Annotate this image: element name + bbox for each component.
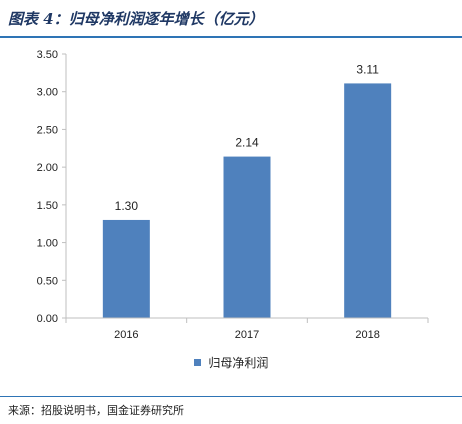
y-tick-label: 1.00	[37, 238, 58, 250]
legend-label: 归母净利润	[208, 356, 269, 370]
data-label-2016: 1.30	[115, 199, 139, 213]
x-tick-label-2018: 2018	[355, 329, 379, 341]
x-tick-label-2016: 2016	[114, 329, 138, 341]
y-tick-label: 0.00	[37, 313, 58, 325]
bars: 1.30 2.14 3.11	[102, 62, 392, 318]
bar-2018	[344, 83, 392, 318]
legend-swatch	[193, 359, 201, 366]
y-tick-label: 2.00	[37, 162, 58, 174]
title-bar: 图表 4：归母净利润逐年增长（亿元）	[0, 0, 462, 38]
data-label-2018: 3.11	[356, 62, 379, 76]
y-tick-label: 2.50	[37, 124, 58, 136]
footer-divider	[0, 396, 462, 397]
chart-title: 图表 4：归母净利润逐年增长（亿元）	[8, 10, 264, 28]
y-tick-label: 1.50	[37, 200, 58, 212]
legend: 归母净利润	[0, 354, 462, 371]
x-tick-label-2017: 2017	[235, 329, 259, 341]
source-note: 来源：招股说明书，国金证券研究所	[8, 404, 184, 417]
x-axis: 2016 2017 2018	[65, 317, 429, 341]
y-tick-label: 0.50	[37, 275, 58, 287]
bar-chart: 0.00 0.50 1.00 1.50 2.00 2.50 3.00 3.50 1.30 2.1…	[37, 49, 429, 341]
bar-2016	[102, 219, 150, 318]
y-tick-label: 3.00	[37, 87, 58, 99]
y-axis: 0.00 0.50 1.00 1.50 2.00 2.50 3.00 3.50	[37, 49, 67, 325]
bar-2017	[223, 156, 271, 318]
y-tick-label: 3.50	[37, 49, 58, 61]
data-label-2017: 2.14	[235, 136, 259, 150]
